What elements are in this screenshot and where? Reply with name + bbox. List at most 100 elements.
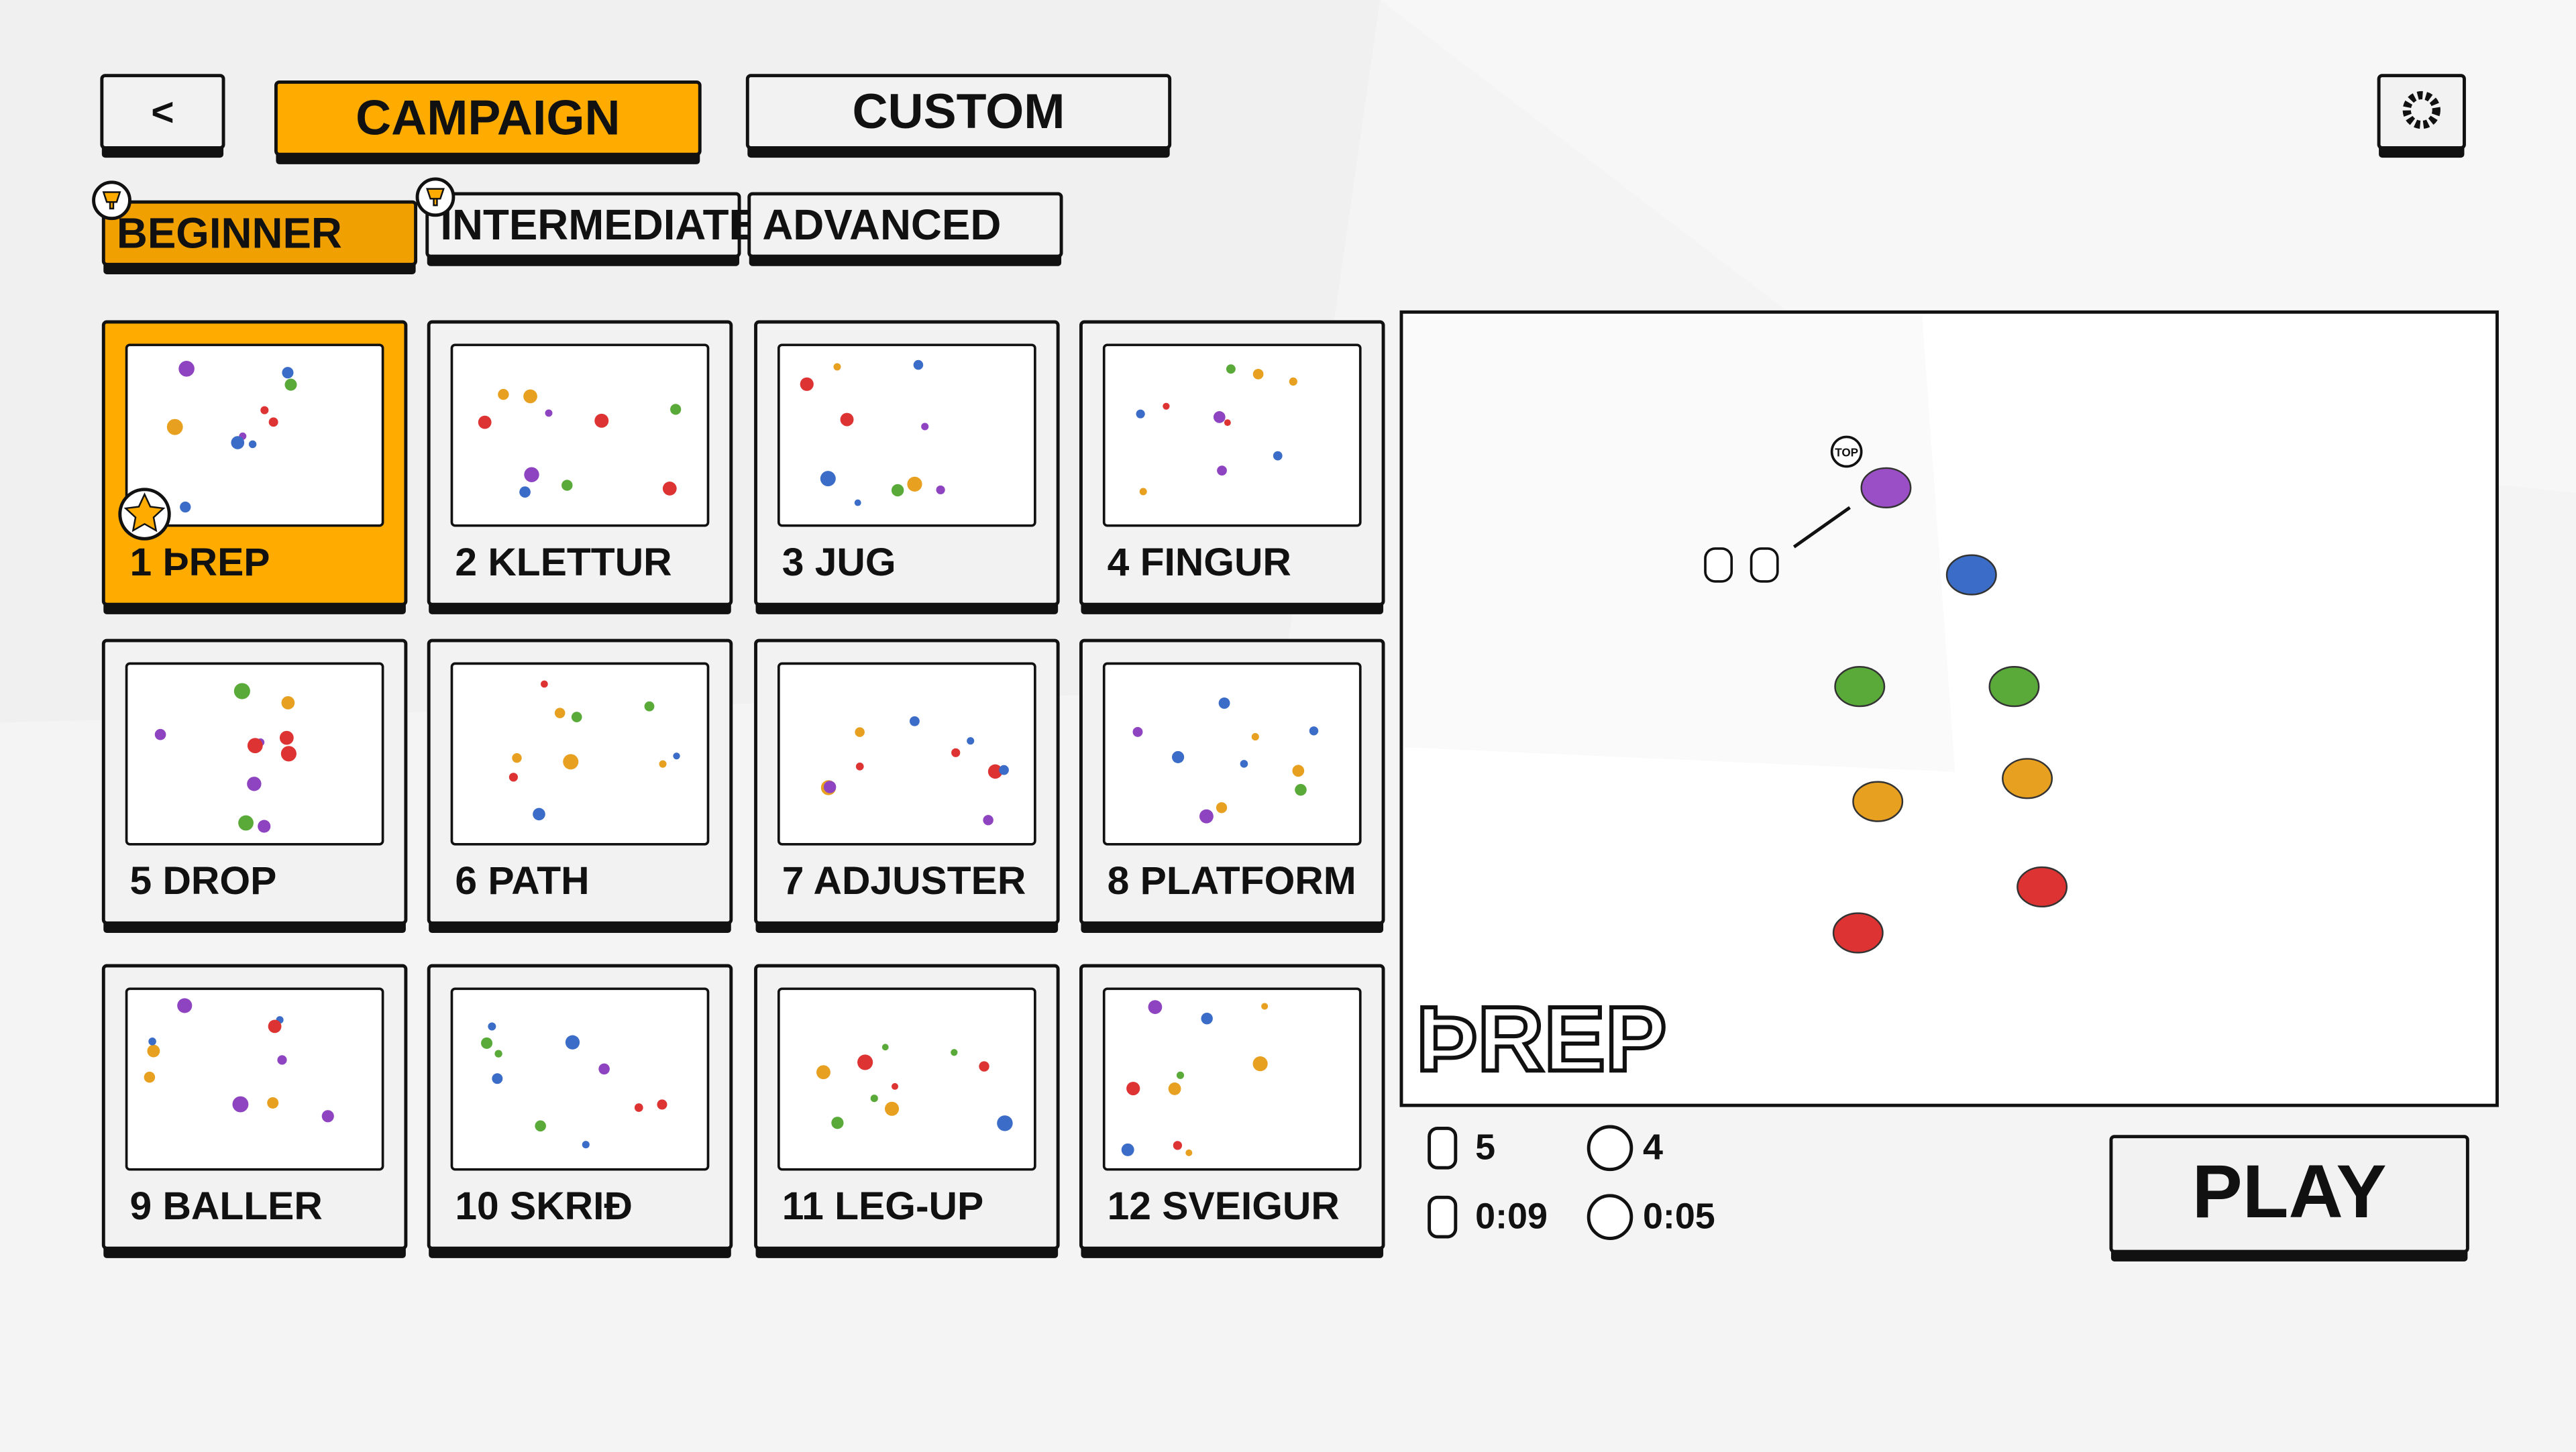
hold [498, 388, 509, 400]
hold [1273, 451, 1283, 461]
level-card-label: 9 BALLER [129, 1184, 322, 1228]
hold [913, 359, 924, 370]
level-card-label: 10 SKRIÐ [455, 1184, 633, 1228]
hold [634, 1103, 643, 1112]
climbing-hold [1988, 666, 2040, 708]
hold [1295, 783, 1307, 796]
climbing-hold [2002, 758, 2053, 799]
hold [1173, 1141, 1183, 1150]
star-stat-icon [1587, 1125, 1633, 1172]
hold [1289, 377, 1297, 386]
hold [951, 1049, 958, 1056]
difficulty-tab[interactable] [425, 192, 741, 258]
hold [148, 1038, 156, 1046]
hold [248, 440, 257, 449]
difficulty-tab-label: ADVANCED [762, 201, 1001, 249]
hold [524, 467, 539, 482]
hold [820, 471, 836, 487]
stat-value: 5 [1475, 1127, 1495, 1168]
hold [281, 695, 295, 710]
hold [565, 1035, 580, 1050]
hold [881, 1044, 889, 1051]
back-button-label: < [151, 91, 174, 134]
hold [1217, 465, 1227, 476]
climbing-hold [1832, 912, 1884, 954]
hold [885, 1101, 900, 1116]
custom-tab[interactable] [745, 74, 1172, 150]
hold [657, 1099, 667, 1110]
hold [582, 1141, 590, 1149]
hold [1126, 1081, 1140, 1096]
hold [238, 815, 254, 831]
trophy-icon [426, 188, 445, 207]
hold [662, 482, 677, 496]
play-button[interactable] [2109, 1135, 2469, 1253]
level-thumbnail [777, 343, 1036, 527]
hold [1218, 697, 1230, 709]
settings-icon [2402, 91, 2440, 129]
campaign-tab[interactable] [274, 80, 702, 156]
hold [1132, 726, 1143, 737]
difficulty-tab[interactable] [101, 200, 418, 266]
hold [533, 807, 545, 821]
hold [512, 752, 522, 763]
stat-value: 4 [1643, 1127, 1663, 1168]
hold [823, 781, 837, 793]
hold [979, 1061, 989, 1072]
hold [891, 1082, 899, 1090]
hold [488, 1022, 496, 1031]
climbing-hold [1945, 554, 1997, 596]
hold [1185, 1149, 1193, 1156]
hold [147, 1044, 160, 1058]
hold [816, 1065, 830, 1080]
settings-button[interactable] [2377, 74, 2466, 150]
hold [855, 727, 865, 737]
hold [1252, 1056, 1268, 1072]
hold [1121, 1143, 1134, 1156]
hold [967, 737, 975, 745]
hold [1213, 411, 1226, 423]
star-stat-icon [1587, 1194, 1633, 1240]
hold [268, 1019, 282, 1034]
hold [1309, 726, 1319, 736]
hold [478, 415, 492, 429]
hold [177, 998, 193, 1013]
hold [1251, 733, 1259, 741]
level-card-label: 12 SVEIGUR [1108, 1184, 1340, 1228]
hold [1168, 1082, 1181, 1095]
hold [1261, 1003, 1269, 1010]
hold [1224, 419, 1231, 427]
hold [545, 409, 553, 417]
level-thumbnail [777, 987, 1036, 1171]
level-thumbnail [1102, 343, 1362, 527]
level-thumbnail [450, 987, 710, 1171]
hold [178, 361, 195, 377]
hold [1226, 364, 1236, 374]
hold [921, 423, 929, 431]
hold [277, 1055, 287, 1065]
level-card-label: 6 PATH [455, 859, 589, 903]
hold [1139, 488, 1147, 496]
climbing-hold [1860, 467, 1912, 508]
hold [1136, 409, 1145, 418]
level-card-label: 1 ÞREP [129, 541, 270, 584]
hold [673, 752, 680, 760]
hold [481, 1037, 493, 1049]
hold [519, 486, 531, 498]
hold [855, 763, 864, 771]
hold [260, 406, 269, 414]
hold [492, 1073, 503, 1084]
hold [833, 363, 841, 371]
hold [670, 404, 682, 415]
back-button[interactable] [100, 74, 225, 150]
level-thumbnail [125, 662, 384, 846]
level-thumbnail [450, 343, 710, 527]
hold [154, 728, 166, 740]
level-card-label: 11 LEG-UP [782, 1184, 983, 1228]
hold [144, 1071, 156, 1083]
hold [279, 730, 294, 745]
hold [983, 815, 994, 826]
hold [907, 476, 922, 492]
hold [268, 417, 278, 427]
difficulty-tab[interactable] [747, 192, 1063, 258]
